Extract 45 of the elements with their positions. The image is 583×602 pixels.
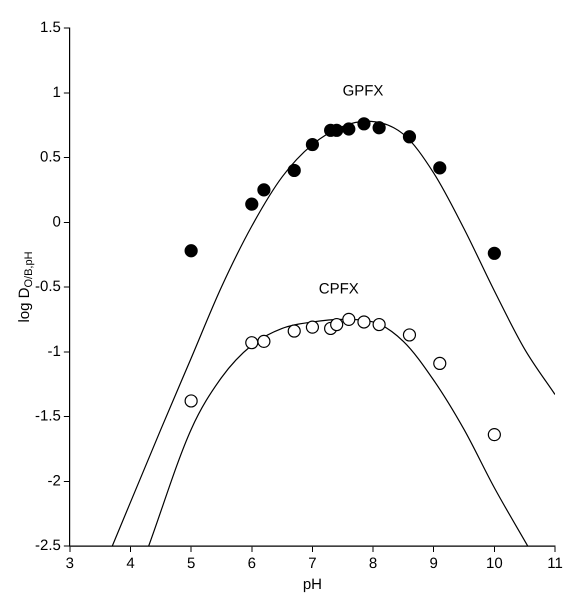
point [184,394,198,408]
x-tick-label: 3 [66,555,74,572]
x-tick-label: 4 [126,555,135,572]
x-tick-label: 9 [430,555,438,572]
point [372,121,386,134]
y-axis-title: log DO/B,pH [16,251,35,323]
point [433,356,446,370]
x-tick-label: 11 [547,555,563,572]
point [330,318,344,332]
y-tick-label: 1 [52,84,61,101]
x-tick-label: 6 [248,555,256,572]
point [342,122,356,136]
y-tick-label: -0.5 [34,278,61,296]
point [245,336,258,350]
y-tick-label: -2.5 [34,537,61,554]
y-tick-label: -1 [48,342,61,360]
point [288,164,301,178]
x-tick-label: 10 [486,555,503,572]
y-tick-label: -2 [48,472,61,490]
point [402,328,416,342]
point [488,246,501,260]
point [488,428,501,442]
point [306,138,320,152]
x-tick-label: 5 [186,555,196,572]
annotation: GPFX [342,82,384,100]
x-tick-label: 7 [308,555,317,572]
point [372,318,386,332]
y-tick-label: -1.5 [34,408,61,425]
x-tick-label: 8 [368,555,378,572]
point [402,130,416,144]
point [306,320,320,334]
annotation: CPFX [318,280,359,298]
point [257,183,271,196]
point [433,161,446,174]
point [342,312,356,326]
point [357,315,371,329]
point [288,324,301,338]
x-axis-title: pH [302,576,322,594]
y-tick-label: 0 [52,213,61,230]
point [257,334,271,348]
point [184,244,198,258]
point [357,117,371,130]
y-tick-label: 0.5 [40,148,61,166]
y-tick-label: 1.5 [40,19,61,36]
point [245,198,258,211]
